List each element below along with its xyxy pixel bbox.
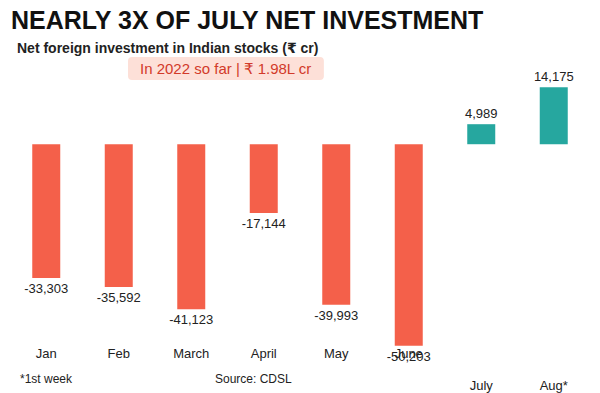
- svg-text:NEARLY 3X OF JULY NET INVESTME: NEARLY 3X OF JULY NET INVESTMENT: [11, 6, 483, 34]
- svg-text:Aug*: Aug*: [540, 378, 568, 393]
- svg-text:14,175: 14,175: [534, 69, 574, 84]
- svg-text:-41,123: -41,123: [169, 312, 213, 327]
- svg-text:-33,303: -33,303: [24, 281, 68, 296]
- svg-text:April: April: [251, 346, 277, 361]
- svg-text:-39,993: -39,993: [314, 308, 358, 323]
- svg-text:Feb: Feb: [108, 346, 130, 361]
- svg-text:May: May: [324, 346, 349, 361]
- svg-text:*1st week: *1st week: [20, 372, 73, 386]
- svg-text:Net foreign investment in Indi: Net foreign investment in Indian stocks …: [17, 40, 318, 56]
- svg-text:In 2022 so far | ₹ 1.98L cr: In 2022 so far | ₹ 1.98L cr: [140, 60, 311, 77]
- svg-text:4,989: 4,989: [465, 106, 498, 121]
- svg-text:-50,203: -50,203: [387, 349, 431, 364]
- svg-text:Source: CDSL: Source: CDSL: [215, 372, 292, 386]
- svg-text:Jan: Jan: [36, 346, 57, 361]
- svg-text:March: March: [173, 346, 209, 361]
- svg-text:-17,144: -17,144: [242, 216, 286, 231]
- svg-text:-35,592: -35,592: [97, 290, 141, 305]
- svg-text:July: July: [470, 378, 494, 393]
